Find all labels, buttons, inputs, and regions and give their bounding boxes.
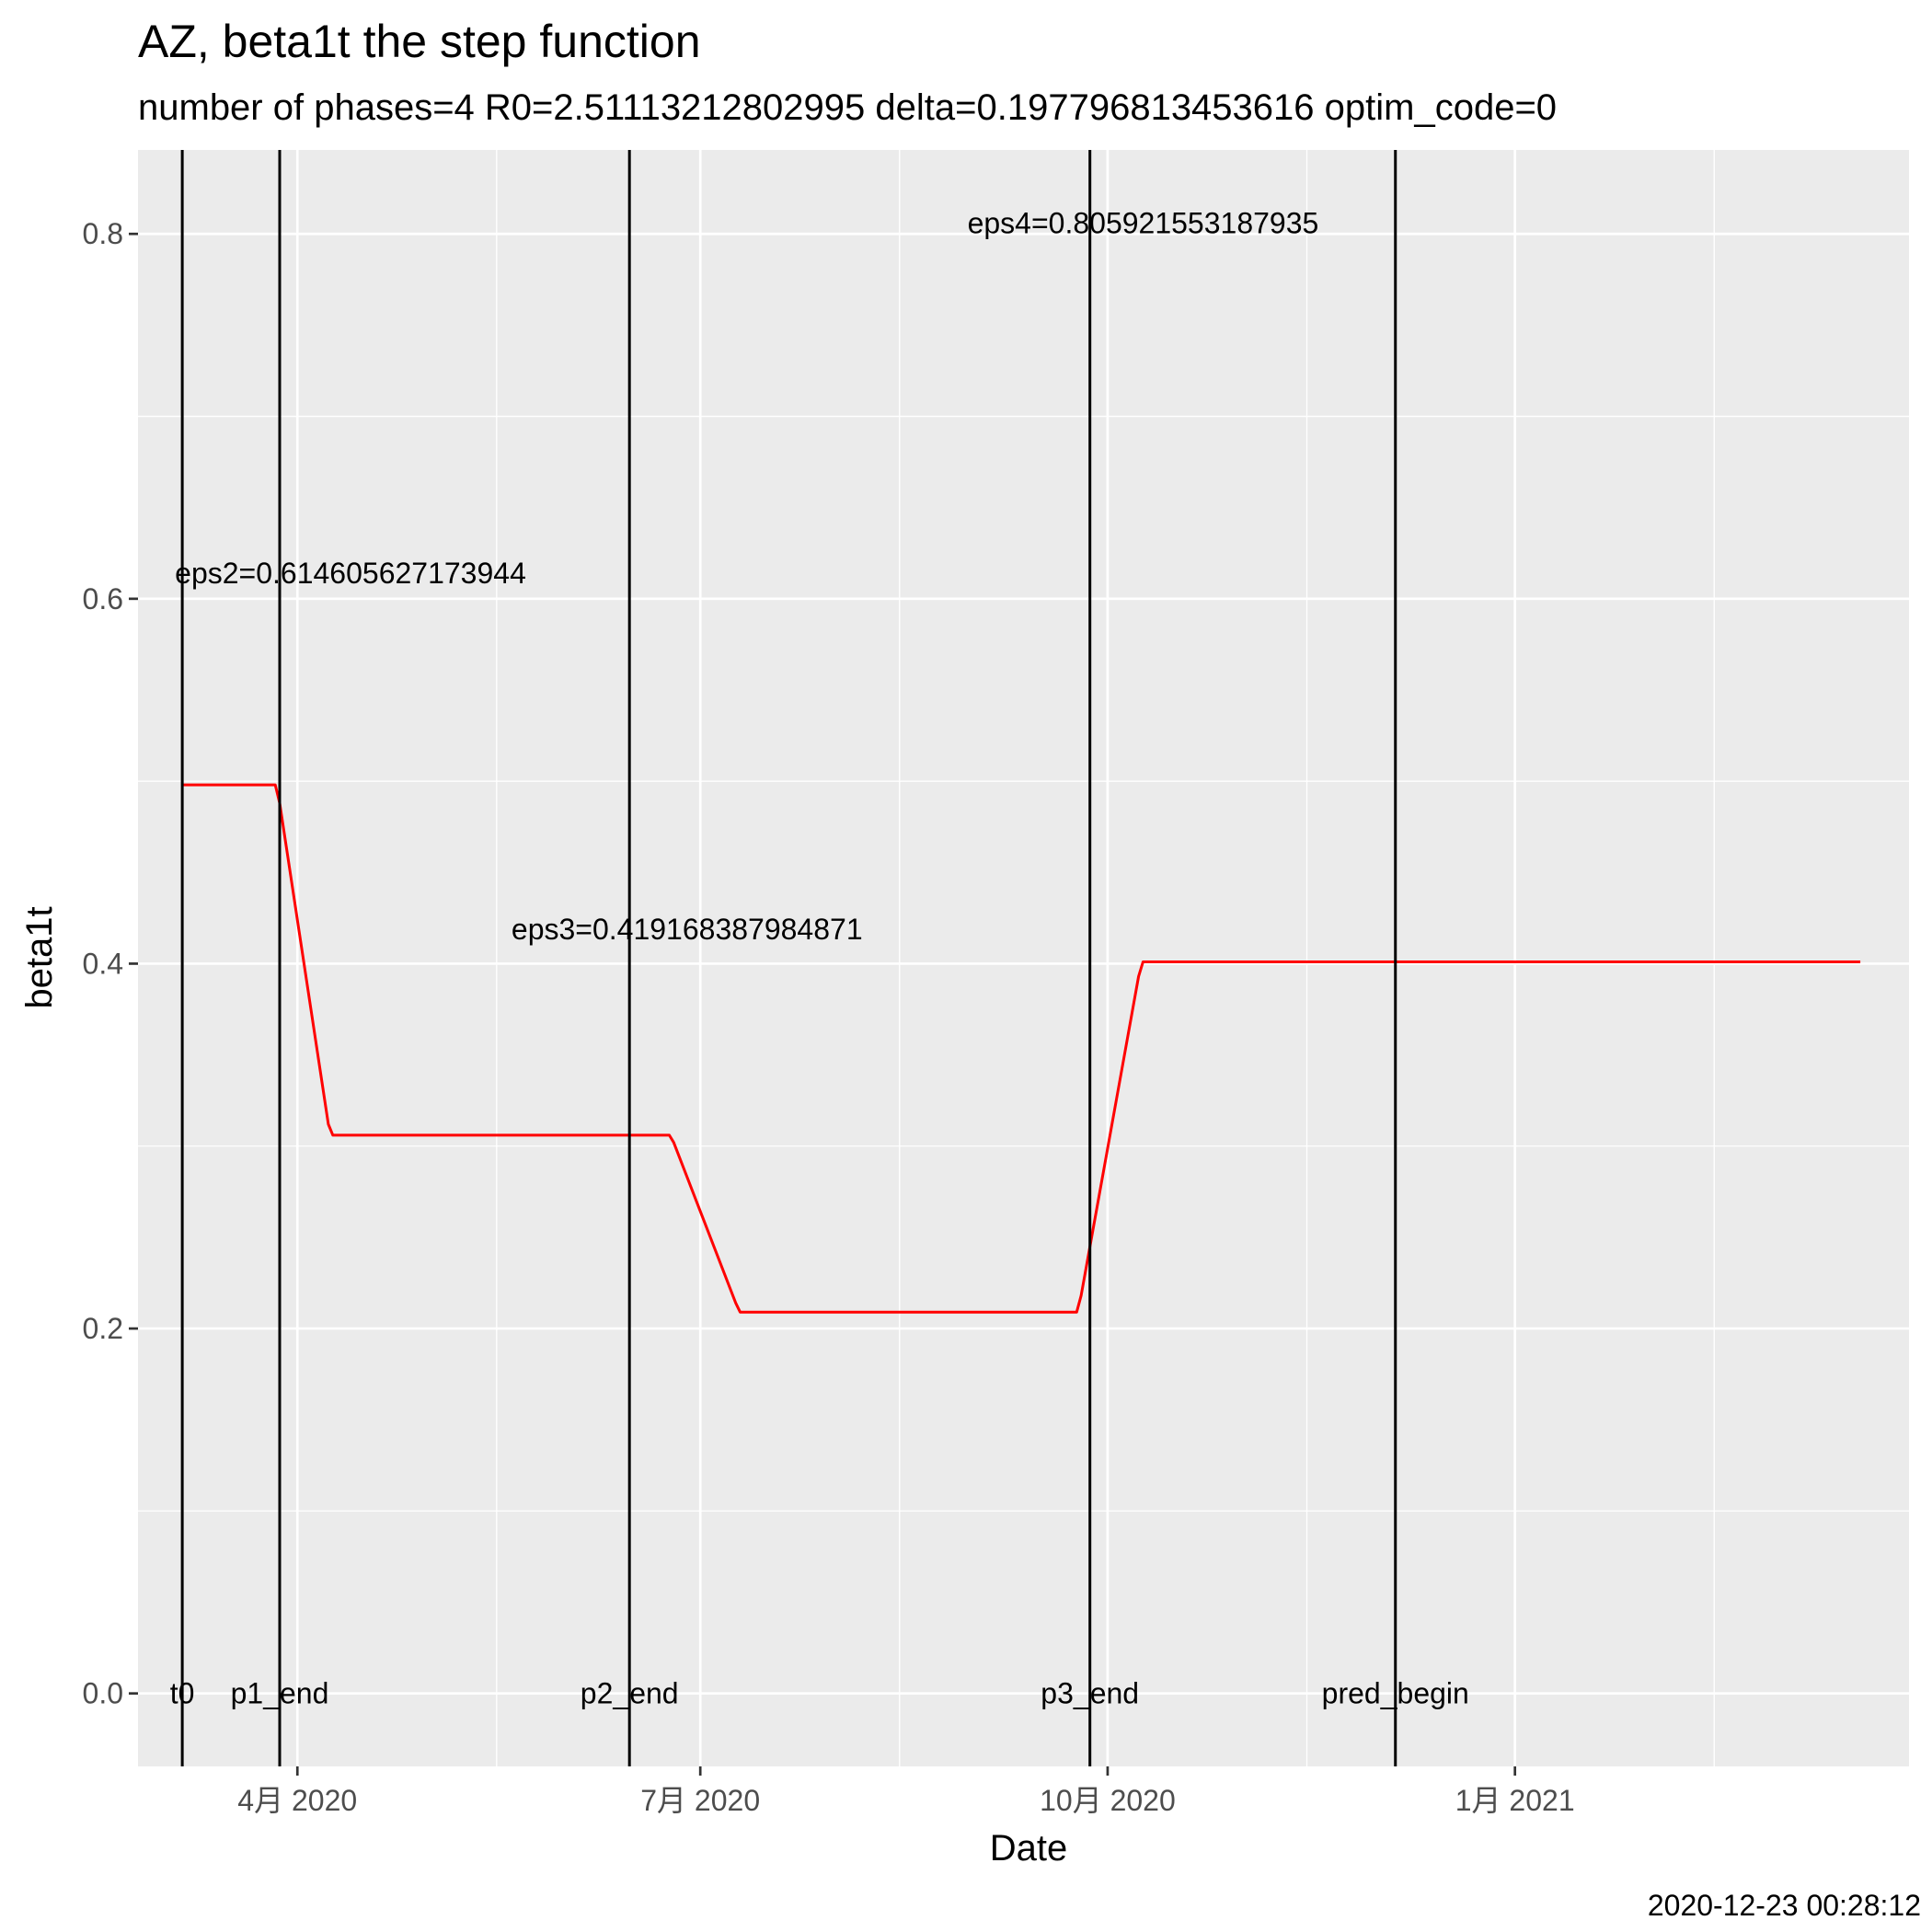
x-tick-label: 10月 2020 xyxy=(1040,1784,1176,1817)
vline-label-p2_end: p2_end xyxy=(581,1677,679,1710)
y-tick-label: 0.4 xyxy=(83,947,123,980)
annotations: eps2=0.614605627173944 eps3=0.41916838798… xyxy=(175,206,1318,945)
plot-area: t0 p1_end p2_end p3_end pred_begin eps2=0.61… xyxy=(138,150,1909,1766)
y-tick-label: 0.2 xyxy=(83,1312,123,1345)
y-axis-title: beta1t xyxy=(19,906,60,1008)
y-tick-label: 0.0 xyxy=(83,1677,123,1710)
y-axis: 0.0 0.2 0.4 0.6 0.8 xyxy=(83,217,138,1710)
vline-label-pred_begin: pred_begin xyxy=(1322,1677,1469,1710)
y-tick-label: 0.6 xyxy=(83,582,123,615)
x-tick-label: 7月 2020 xyxy=(640,1784,760,1817)
plot-panel xyxy=(138,150,1909,1766)
vline-label-p1_end: p1_end xyxy=(231,1677,329,1710)
y-tick-label: 0.8 xyxy=(83,217,123,250)
beta1t-series-line xyxy=(182,783,1861,1314)
x-axis: 4月 2020 7月 2020 10月 2020 1月 2021 xyxy=(237,1766,1575,1817)
x-tick-label: 4月 2020 xyxy=(237,1784,357,1817)
chart-title: AZ, beta1t the step function xyxy=(138,16,701,67)
series-layer xyxy=(182,783,1861,1314)
vline-label-t0: t0 xyxy=(170,1677,195,1710)
minor-gridlines xyxy=(138,150,1909,1766)
annotation-label: eps3=0.419168387984871 xyxy=(512,913,863,946)
x-axis-title: Date xyxy=(990,1828,1068,1869)
vline-label-p3_end: p3_end xyxy=(1041,1677,1139,1710)
chart-subtitle: number of phases=4 R0=2.51113212802995 d… xyxy=(138,87,1557,128)
vertical-lines: t0 p1_end p2_end p3_end pred_begin xyxy=(170,150,1469,1766)
annotation-label: eps2=0.614605627173944 xyxy=(175,557,526,590)
timestamp-caption: 2020-12-23 00:28:12 xyxy=(1648,1889,1921,1922)
major-gridlines xyxy=(138,150,1909,1766)
x-tick-label: 1月 2021 xyxy=(1455,1784,1575,1817)
annotation-label: eps4=0.805921553187935 xyxy=(968,206,1319,239)
